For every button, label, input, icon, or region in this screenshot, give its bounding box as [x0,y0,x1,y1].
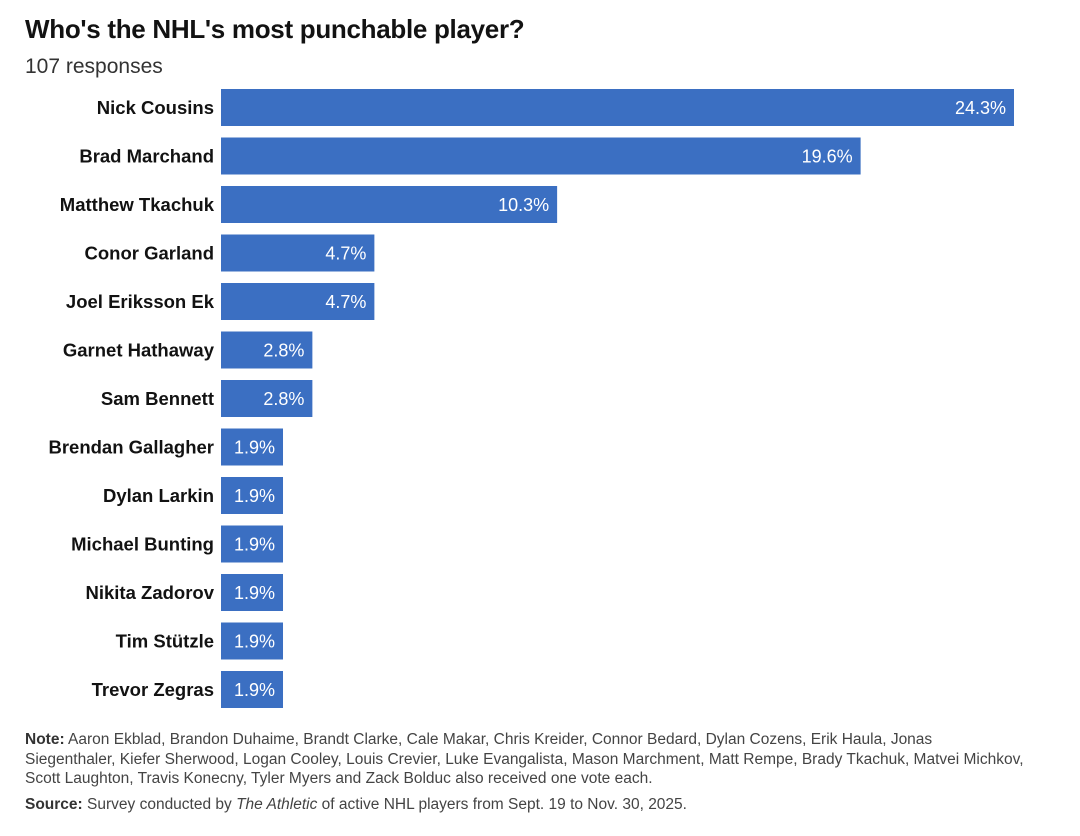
category-label: Matthew Tkachuk [60,194,215,215]
bar [221,428,284,466]
bar-chart: Nick Cousins 24.3% Brad Marchand 19.6% Matth… [48,89,1014,708]
chart-subtitle: 107 responses [25,55,163,78]
category-label: Dylan Larkin [103,485,214,506]
data-label: 2.8% [263,341,304,361]
data-label: 4.7% [325,292,366,312]
bar [221,477,284,514]
bar [221,137,861,175]
category-label: Garnet Hathaway [63,340,215,361]
bar [221,622,284,660]
category-label: Conor Garland [84,243,214,264]
data-label: 1.9% [234,486,275,506]
chart-title: Who's the NHL's most punchable player? [25,14,525,44]
category-label: Nikita Zadorov [86,582,215,603]
data-label: 1.9% [234,583,275,603]
category-label: Trevor Zegras [92,679,214,700]
data-label: 1.9% [234,680,275,700]
notes: Note: Aaron Ekblad, Brandon Duhaime, Bra… [25,730,1025,814]
bar [221,283,375,320]
data-label: 19.6% [802,147,853,167]
category-label: Sam Bennett [101,388,214,409]
category-label: Brendan Gallagher [48,437,214,458]
data-label: 1.9% [234,632,275,652]
category-label: Michael Bunting [71,534,214,555]
data-label: 1.9% [234,535,275,555]
data-label: 1.9% [234,438,275,458]
data-label: 10.3% [498,195,549,215]
data-label: 4.7% [325,244,366,264]
category-label: Nick Cousins [97,97,214,118]
category-label: Tim Stützle [116,631,214,652]
category-label: Joel Eriksson Ek [66,291,215,312]
source: Source: Survey conducted by The Athletic… [25,795,687,813]
bar [221,380,313,417]
bar [221,234,375,272]
data-label: 24.3% [955,98,1006,118]
bar [221,186,558,223]
data-label: 2.8% [263,389,304,409]
bar [221,525,284,563]
bar [221,671,284,708]
bar [221,331,313,369]
bar [221,574,284,611]
bar [221,89,1014,126]
category-label: Brad Marchand [79,146,214,167]
note: Note: Aaron Ekblad, Brandon Duhaime, Bra… [25,731,1024,787]
